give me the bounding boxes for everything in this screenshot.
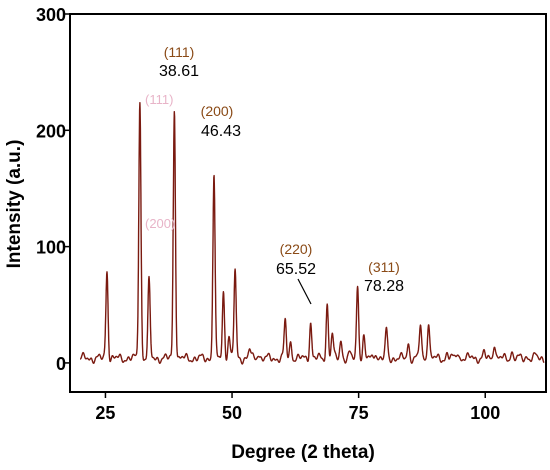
ghost-label: (200): [145, 216, 175, 231]
x-tick-label: 100: [470, 403, 500, 423]
x-axis-ticks: 25 50 75 100: [95, 392, 500, 423]
peak-hkl-label: (311): [368, 259, 400, 275]
peak-hkl-label: (220): [280, 241, 313, 257]
y-axis-title: Intensity (a.u.): [4, 140, 25, 269]
peak-value-label: 38.61: [159, 63, 199, 80]
peak-hkl-label: (200): [201, 103, 234, 119]
series-layer: [79, 101, 545, 365]
annotation-layer: (111) 38.61 (200) 46.43 (220) 65.52 (311) 78.28: [159, 44, 404, 305]
x-tick-label: 75: [349, 403, 369, 423]
peak-hkl-label: (111): [164, 44, 195, 60]
x-tick-label: 50: [222, 403, 242, 423]
x-tick-label: 25: [95, 403, 115, 423]
peak-value-label: 46.43: [201, 123, 241, 140]
peak-leader-line: [297, 278, 312, 305]
peak-value-label: 78.28: [364, 278, 404, 295]
ghost-label-layer: (111) (200): [145, 92, 175, 231]
y-tick-label: 0: [56, 354, 66, 374]
peak-value-label: 65.52: [276, 261, 316, 278]
y-tick-label: 200: [36, 121, 66, 141]
y-tick-label: 100: [36, 238, 66, 258]
plot-frame: [69, 13, 547, 393]
x-axis-title: Degree (2 theta): [231, 442, 375, 463]
y-tick-label: 300: [36, 5, 66, 25]
ghost-label: (111): [145, 92, 173, 107]
xrd-series-line: [79, 101, 545, 365]
y-axis-ticks: 0 100 200 300: [36, 5, 70, 374]
